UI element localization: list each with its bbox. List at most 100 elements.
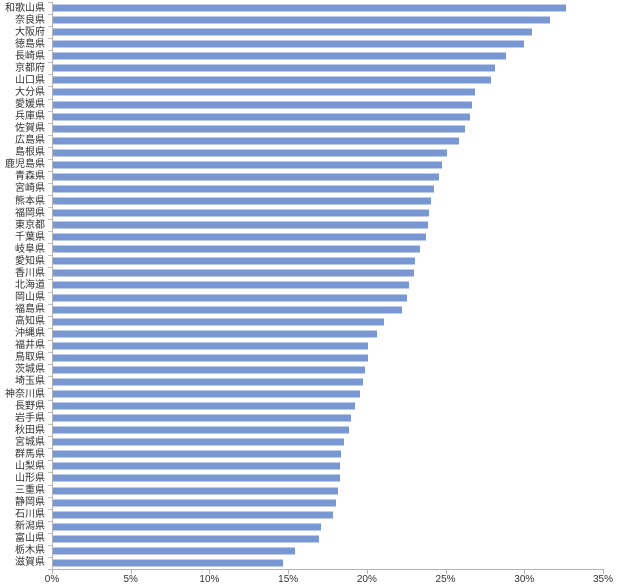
bar-row: 群馬県 xyxy=(0,448,604,460)
y-axis-tick xyxy=(48,291,52,293)
category-label: 群馬県 xyxy=(15,448,45,460)
bar-track xyxy=(53,292,604,304)
bar-row: 高知県 xyxy=(0,316,604,328)
bar xyxy=(53,535,320,543)
bar-row: 埼玉県 xyxy=(0,376,604,388)
bar-row: 奈良県 xyxy=(0,14,604,26)
bar xyxy=(53,499,337,507)
x-tick-label: 15% xyxy=(278,574,299,585)
y-axis-tick xyxy=(48,448,52,450)
bar xyxy=(53,113,471,121)
y-axis-tick xyxy=(48,472,52,474)
y-axis-tick xyxy=(48,339,52,341)
y-axis-tick xyxy=(48,460,52,462)
bar xyxy=(53,281,409,289)
category-label: 和歌山県 xyxy=(5,2,45,14)
category-label: 埼玉県 xyxy=(15,376,45,388)
bar-row: 福井県 xyxy=(0,340,604,352)
bar-track xyxy=(53,472,604,484)
category-label: 千葉県 xyxy=(15,231,45,243)
y-axis-tick xyxy=(48,496,52,498)
bar-track xyxy=(53,400,604,412)
bar xyxy=(53,342,368,350)
category-label: 岡山県 xyxy=(15,292,45,304)
y-axis-tick xyxy=(48,556,52,558)
bar-track xyxy=(53,195,604,207)
y-axis-tick xyxy=(48,412,52,414)
bar xyxy=(53,16,551,24)
bar xyxy=(53,185,434,193)
bar-row: 秋田県 xyxy=(0,424,604,436)
y-axis-tick xyxy=(48,424,52,426)
bar-row: 鹿児島県 xyxy=(0,159,604,171)
category-label: 山梨県 xyxy=(15,460,45,472)
bar-row: 京都府 xyxy=(0,62,604,74)
category-label: 熊本県 xyxy=(15,195,45,207)
y-axis-tick xyxy=(48,110,52,112)
y-axis-tick xyxy=(48,520,52,522)
bar-row: 熊本県 xyxy=(0,195,604,207)
bar-track xyxy=(53,460,604,472)
bar-track xyxy=(53,352,604,364)
x-axis-tick xyxy=(366,570,368,574)
bar-track xyxy=(53,376,604,388)
category-label: 香川県 xyxy=(15,267,45,279)
x-axis-tick xyxy=(288,570,290,574)
category-label: 岩手県 xyxy=(15,412,45,424)
bar xyxy=(53,197,431,205)
bar-row: 愛知県 xyxy=(0,255,604,267)
bar-row: 愛媛県 xyxy=(0,99,604,111)
y-axis-tick xyxy=(48,569,52,570)
bar-track xyxy=(53,159,604,171)
bar-track xyxy=(53,267,604,279)
category-label: 鳥取県 xyxy=(15,352,45,364)
bar xyxy=(53,523,321,531)
category-label: 鹿児島県 xyxy=(5,159,45,171)
bar xyxy=(53,547,296,555)
bar xyxy=(53,221,428,229)
bar-track xyxy=(53,111,604,123)
bar-track xyxy=(53,123,604,135)
bar-track xyxy=(53,545,604,557)
y-axis-tick xyxy=(48,508,52,510)
bar xyxy=(53,354,368,362)
bar-row: 島根県 xyxy=(0,147,604,159)
bar-row: 岩手県 xyxy=(0,412,604,424)
y-axis-tick xyxy=(48,532,52,534)
bar-track xyxy=(53,316,604,328)
bar xyxy=(53,426,349,434)
category-label: 青森県 xyxy=(15,171,45,183)
bar-track xyxy=(53,14,604,26)
y-axis-tick xyxy=(48,363,52,365)
category-label: 神奈川県 xyxy=(5,388,45,400)
bar-track xyxy=(53,448,604,460)
y-axis-tick xyxy=(48,86,52,88)
bar xyxy=(53,366,365,374)
bar-row: 山口県 xyxy=(0,74,604,86)
y-axis-tick xyxy=(48,195,52,197)
bar-row: 鳥取県 xyxy=(0,352,604,364)
bar-row: 和歌山県 xyxy=(0,2,604,14)
y-axis-tick xyxy=(48,74,52,76)
bar-row: 山梨県 xyxy=(0,460,604,472)
bar-track xyxy=(53,62,604,74)
category-label: 新潟県 xyxy=(15,521,45,533)
x-axis-tick xyxy=(524,570,526,574)
bar xyxy=(53,474,340,482)
y-axis-tick xyxy=(48,98,52,100)
bar-row: 宮崎県 xyxy=(0,183,604,195)
x-tick-label: 5% xyxy=(123,574,138,585)
y-axis-tick xyxy=(48,375,52,377)
category-label: 島根県 xyxy=(15,147,45,159)
category-label: 宮城県 xyxy=(15,436,45,448)
bar xyxy=(53,245,420,253)
bar-track xyxy=(53,412,604,424)
bar xyxy=(53,318,384,326)
x-tick-label: 25% xyxy=(435,574,456,585)
bar-track xyxy=(53,171,604,183)
bar-track xyxy=(53,207,604,219)
bar xyxy=(53,76,491,84)
bar-row: 神奈川県 xyxy=(0,388,604,400)
category-label: 石川県 xyxy=(15,509,45,521)
